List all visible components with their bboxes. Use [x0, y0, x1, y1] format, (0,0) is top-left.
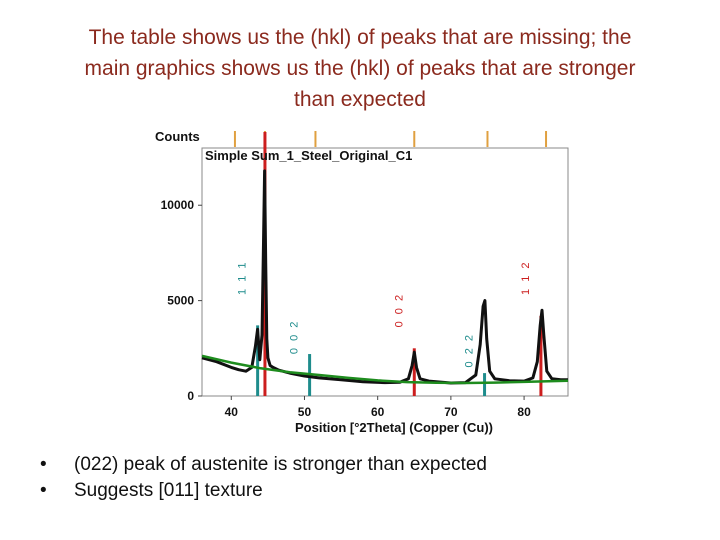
- y-tick-label: 10000: [161, 198, 195, 212]
- hkl-label: 1 1 1: [237, 260, 249, 294]
- bullet-list: (022) peak of austenite is stronger than…: [40, 452, 487, 504]
- hkl-label: 0 0 2: [289, 320, 301, 354]
- slide-title-line: than expected: [294, 88, 426, 111]
- background-line: [201, 354, 569, 385]
- slide-title-line: The table shows us the (hkl) of peaks th…: [88, 26, 632, 49]
- y-axis-label: Counts: [155, 129, 200, 144]
- x-tick-label: 70: [444, 405, 458, 419]
- slide-title: The table shows us the (hkl) of peaks th…: [40, 22, 680, 115]
- bullet-item: (022) peak of austenite is stronger than…: [40, 452, 487, 478]
- hkl-label: 0 2 2: [464, 333, 476, 367]
- chart-title: Simple Sum_1_Steel_Original_C1: [205, 148, 412, 163]
- measured-pattern-line: [201, 169, 568, 385]
- x-tick-label: 60: [371, 405, 385, 419]
- hkl-label: 1 1 2: [520, 260, 532, 294]
- x-tick-label: 80: [517, 405, 531, 419]
- hkl-label: 0 0 2: [393, 293, 405, 327]
- x-tick-label: 40: [225, 405, 239, 419]
- bullet-item: Suggests [011] texture: [40, 478, 487, 504]
- slide-title-line: main graphics shows us the (hkl) of peak…: [84, 57, 636, 80]
- y-tick-label: 5000: [167, 294, 194, 308]
- x-tick-label: 50: [298, 405, 312, 419]
- y-tick-label: 0: [187, 389, 194, 403]
- x-axis-label: Position [°2Theta] (Copper (Cu)): [295, 420, 493, 435]
